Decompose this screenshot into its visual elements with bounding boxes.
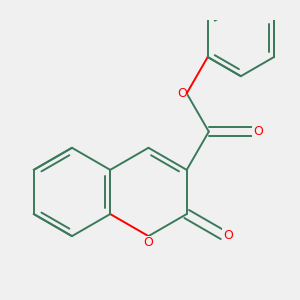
Text: O: O xyxy=(223,229,233,242)
Text: O: O xyxy=(253,125,263,138)
Text: O: O xyxy=(177,87,187,100)
Text: O: O xyxy=(143,236,153,249)
